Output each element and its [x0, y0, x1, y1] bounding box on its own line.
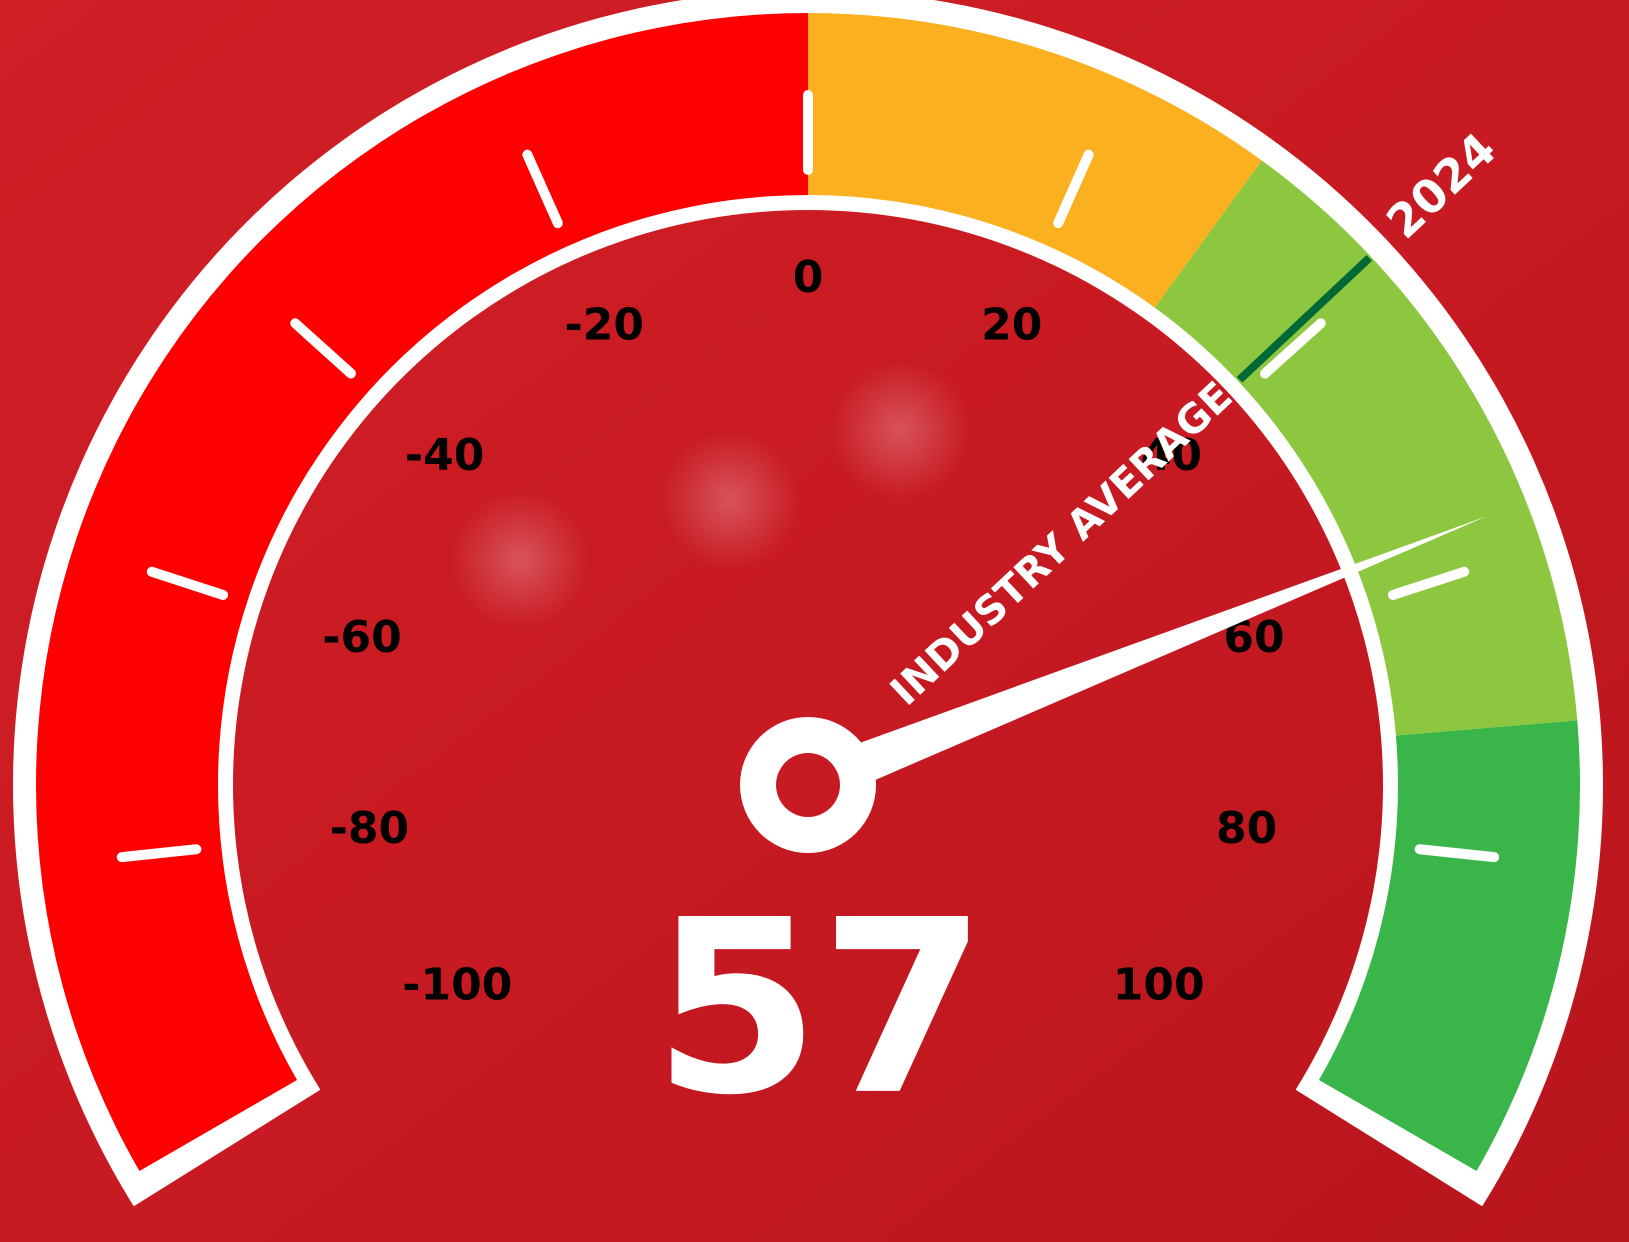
tick-mark — [116, 844, 202, 863]
tick-mark — [522, 149, 563, 229]
tick-label: 20 — [981, 299, 1042, 350]
background-light — [450, 490, 590, 630]
tick-label: 100 — [1113, 960, 1205, 1011]
tick-label: 80 — [1216, 803, 1277, 854]
gauge-band — [35, 13, 808, 1171]
tick-label: -20 — [564, 299, 644, 350]
tick-label: -40 — [405, 430, 485, 481]
tick-label: -100 — [402, 960, 512, 1011]
tick-mark — [290, 318, 356, 379]
value-label: 57 — [653, 868, 987, 1148]
tick-label: 40 — [1141, 430, 1202, 481]
tick-mark — [1260, 318, 1326, 379]
gauge-band — [1318, 720, 1580, 1171]
needle-hub-hole — [776, 753, 840, 817]
gauge-band — [808, 13, 1262, 308]
target-line — [1236, 254, 1373, 383]
tick-mark — [1387, 566, 1470, 600]
tick-label: 0 — [793, 252, 824, 303]
tick-mark — [146, 566, 229, 600]
gauge-band — [1154, 160, 1578, 736]
tick-mark — [1053, 149, 1094, 229]
needle — [799, 516, 1487, 806]
tick-label: -60 — [322, 612, 402, 663]
tick-label: -80 — [330, 803, 410, 854]
tick-mark — [1414, 844, 1500, 863]
background-light — [830, 360, 970, 500]
background-light — [660, 430, 800, 570]
